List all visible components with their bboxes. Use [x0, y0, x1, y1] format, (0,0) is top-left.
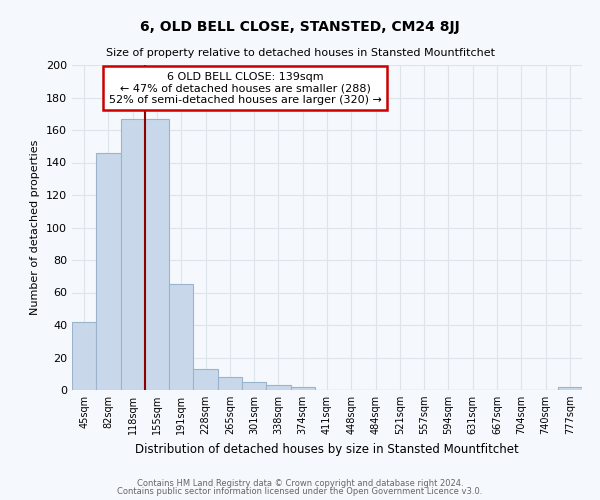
Bar: [169, 284, 193, 390]
Bar: [121, 118, 145, 390]
Text: Size of property relative to detached houses in Stansted Mountfitchet: Size of property relative to detached ho…: [106, 48, 494, 58]
X-axis label: Distribution of detached houses by size in Stansted Mountfitchet: Distribution of detached houses by size …: [135, 442, 519, 456]
Y-axis label: Number of detached properties: Number of detached properties: [31, 140, 40, 315]
Bar: [145, 118, 169, 390]
Text: Contains public sector information licensed under the Open Government Licence v3: Contains public sector information licen…: [118, 487, 482, 496]
Text: 6 OLD BELL CLOSE: 139sqm
← 47% of detached houses are smaller (288)
52% of semi-: 6 OLD BELL CLOSE: 139sqm ← 47% of detach…: [109, 72, 382, 104]
Bar: [96, 153, 121, 390]
Bar: [290, 387, 315, 390]
Bar: [558, 387, 582, 390]
Bar: [193, 369, 218, 390]
Text: 6, OLD BELL CLOSE, STANSTED, CM24 8JJ: 6, OLD BELL CLOSE, STANSTED, CM24 8JJ: [140, 20, 460, 34]
Text: Contains HM Land Registry data © Crown copyright and database right 2024.: Contains HM Land Registry data © Crown c…: [137, 478, 463, 488]
Bar: [218, 377, 242, 390]
Bar: [266, 385, 290, 390]
Bar: [242, 382, 266, 390]
Bar: [72, 322, 96, 390]
